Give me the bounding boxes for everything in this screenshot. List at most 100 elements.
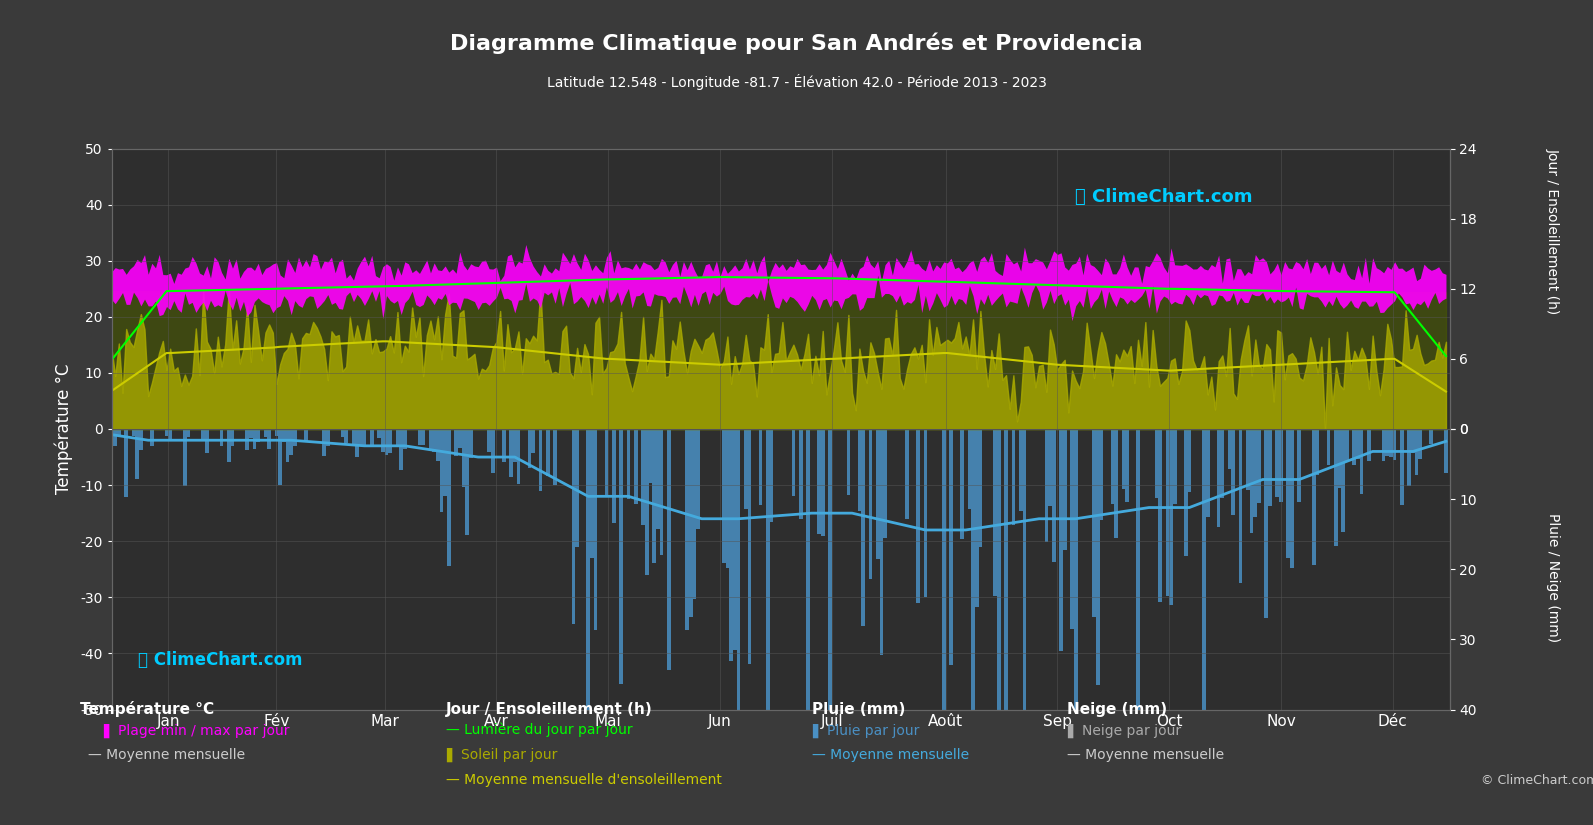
Bar	[642, 429, 645, 525]
Bar	[1184, 429, 1187, 555]
Bar	[1074, 429, 1077, 710]
Bar	[1228, 429, 1231, 469]
Bar	[327, 429, 330, 446]
Bar	[454, 429, 457, 456]
Bar	[358, 429, 363, 445]
Bar	[352, 429, 355, 446]
Bar	[1445, 429, 1448, 473]
Bar	[553, 429, 558, 484]
Bar	[612, 429, 615, 522]
Bar	[1381, 429, 1386, 460]
Bar	[465, 429, 468, 535]
Bar	[1187, 429, 1192, 493]
Bar	[572, 429, 575, 624]
Bar	[905, 429, 910, 520]
Text: Pluie (mm): Pluie (mm)	[812, 701, 906, 717]
Bar	[1023, 429, 1026, 710]
Bar	[421, 429, 425, 446]
Bar	[879, 429, 883, 655]
Bar	[183, 429, 186, 486]
Bar	[696, 429, 699, 529]
Text: 🌐 ClimeChart.com: 🌐 ClimeChart.com	[1075, 188, 1252, 205]
Bar	[1203, 429, 1206, 710]
Bar	[150, 429, 153, 446]
Bar	[744, 429, 747, 509]
Bar	[1096, 429, 1099, 685]
Bar	[1070, 429, 1074, 629]
Bar	[1257, 429, 1260, 503]
Bar	[1386, 429, 1389, 455]
Bar	[1367, 429, 1372, 461]
Bar	[1110, 429, 1114, 503]
Bar	[139, 429, 143, 450]
Bar	[806, 429, 809, 710]
Bar	[1206, 429, 1209, 516]
Text: 🌐 ClimeChart.com: 🌐 ClimeChart.com	[139, 651, 303, 668]
Bar	[293, 429, 296, 446]
Bar	[626, 429, 631, 499]
Bar	[231, 429, 234, 446]
Bar	[249, 429, 253, 438]
Bar	[1220, 429, 1223, 497]
Bar	[828, 429, 832, 710]
Bar	[1012, 429, 1015, 526]
Bar	[846, 429, 851, 495]
Bar	[363, 429, 366, 447]
Bar	[1327, 429, 1330, 465]
Bar	[589, 429, 594, 559]
Bar	[660, 429, 663, 554]
Bar	[429, 429, 432, 450]
Bar	[1411, 429, 1415, 453]
Bar	[1093, 429, 1096, 617]
Bar	[1400, 429, 1403, 505]
Bar	[1114, 429, 1118, 538]
Bar	[546, 429, 550, 476]
Bar	[135, 429, 139, 479]
Bar	[916, 429, 919, 603]
Bar	[978, 429, 983, 547]
Bar	[688, 429, 693, 617]
Text: — Moyenne mensuelle: — Moyenne mensuelle	[1067, 748, 1225, 762]
Bar	[1265, 429, 1268, 618]
Y-axis label: Température °C: Température °C	[54, 364, 73, 494]
Bar	[1059, 429, 1063, 651]
Bar	[876, 429, 879, 559]
Bar	[975, 429, 978, 607]
Bar	[586, 429, 589, 710]
Bar	[245, 429, 249, 450]
Bar	[1136, 429, 1141, 710]
Bar	[961, 429, 964, 539]
Bar	[594, 429, 597, 630]
Bar	[1389, 429, 1392, 456]
Bar	[730, 429, 733, 661]
Bar	[1415, 429, 1418, 475]
Bar	[1239, 429, 1243, 583]
Bar	[1121, 429, 1125, 488]
Bar	[268, 429, 271, 450]
Bar	[941, 429, 946, 710]
Bar	[491, 429, 494, 473]
Bar	[1392, 429, 1397, 460]
Bar	[462, 429, 465, 488]
Bar	[440, 429, 443, 512]
Bar	[652, 429, 656, 563]
Bar	[722, 429, 725, 563]
Bar	[817, 429, 820, 535]
Bar	[443, 429, 448, 496]
Bar	[820, 429, 825, 535]
Bar	[264, 429, 268, 436]
Bar	[1279, 429, 1282, 502]
Bar	[1313, 429, 1316, 565]
Bar	[527, 429, 532, 468]
Bar	[355, 429, 358, 456]
Bar	[1290, 429, 1294, 568]
Bar	[1254, 429, 1257, 517]
Bar	[800, 429, 803, 519]
Bar	[924, 429, 927, 597]
Bar	[992, 429, 997, 596]
Bar	[279, 429, 282, 485]
Bar	[1045, 429, 1048, 542]
Bar	[378, 429, 381, 438]
Bar	[1287, 429, 1290, 558]
Bar	[169, 429, 172, 441]
